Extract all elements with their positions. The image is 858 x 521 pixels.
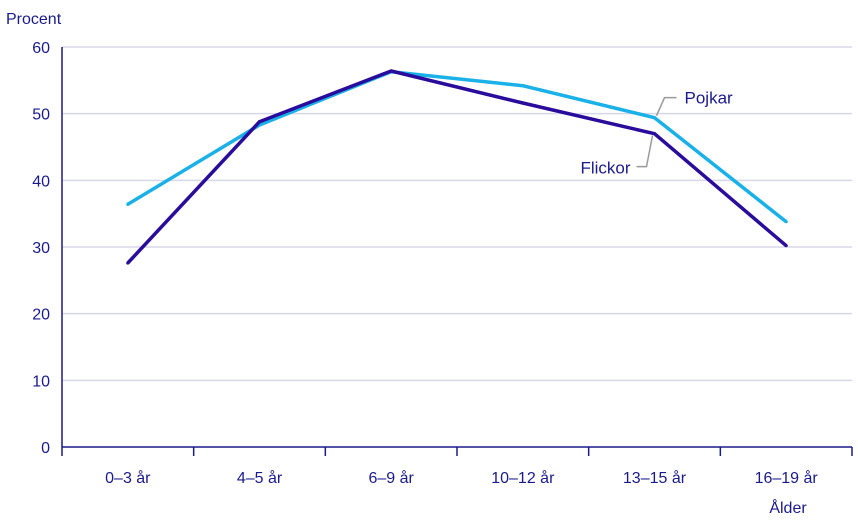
series-line-pojkar <box>126 69 788 224</box>
y-axis-title: Procent <box>6 11 62 28</box>
axes <box>61 47 853 456</box>
labels: 0 10 20 30 40 50 60 0–3 år 4–5 år 6–9 år 10–12 år 1… <box>32 40 818 487</box>
label-leader-pojkar <box>655 96 677 116</box>
y-tick-label: 50 <box>32 107 50 124</box>
data-point-flickor <box>652 132 657 136</box>
y-tick-label: 0 <box>41 440 50 457</box>
data-point-flickor <box>126 261 130 265</box>
x-tick-label: 4–5 år <box>237 469 283 487</box>
data-point-pojkar <box>126 202 130 206</box>
y-tick-label: 60 <box>32 40 50 57</box>
data-point-pojkar <box>521 84 525 88</box>
series-label-pojkar: Pojkar <box>685 89 734 108</box>
x-tick-label: 0–3 år <box>105 469 151 487</box>
data-point-pojkar <box>652 116 657 120</box>
data-point-flickor <box>257 120 262 124</box>
data-point-flickor <box>389 69 393 73</box>
x-tick-label: 6–9 år <box>368 469 414 487</box>
gridlines <box>62 46 852 382</box>
series-line-flickor <box>126 69 788 265</box>
x-axis-title: Ålder <box>769 498 807 517</box>
series-lines <box>126 69 788 265</box>
y-tick-label: 40 <box>32 173 50 190</box>
label-leader-flickor <box>636 135 654 168</box>
x-tick-label: 10–12 år <box>491 469 555 487</box>
data-point-flickor <box>784 244 788 248</box>
x-tick-label: 13–15 år <box>623 469 687 487</box>
y-tick-label: 30 <box>32 240 50 257</box>
y-tick-label: 10 <box>32 373 50 390</box>
series-label-flickor: Flickor <box>580 159 630 178</box>
x-tick-label: 16–19 år <box>755 469 819 487</box>
data-point-pojkar <box>784 220 788 224</box>
data-point-flickor <box>521 101 525 105</box>
y-tick-label: 20 <box>32 307 50 324</box>
